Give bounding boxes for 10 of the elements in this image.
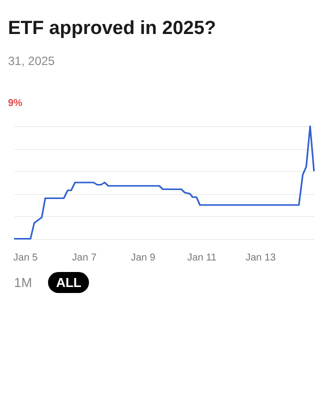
text: 9% bbox=[8, 98, 24, 109]
x-tick-label: Jan 13 bbox=[246, 252, 276, 264]
chart-title: ETF approved in 2025? bbox=[8, 18, 217, 40]
text: 1M bbox=[13, 274, 34, 292]
x-tick-label: Jan 5 bbox=[13, 252, 38, 264]
x-tick-label: Jan 11 bbox=[187, 252, 217, 264]
x-tick-label: Jan 7 bbox=[72, 252, 97, 264]
x-tick-label: Jan 9 bbox=[130, 252, 156, 264]
text: ALL bbox=[48, 272, 90, 293]
chart-subtitle: 31, 2025 bbox=[8, 54, 56, 68]
